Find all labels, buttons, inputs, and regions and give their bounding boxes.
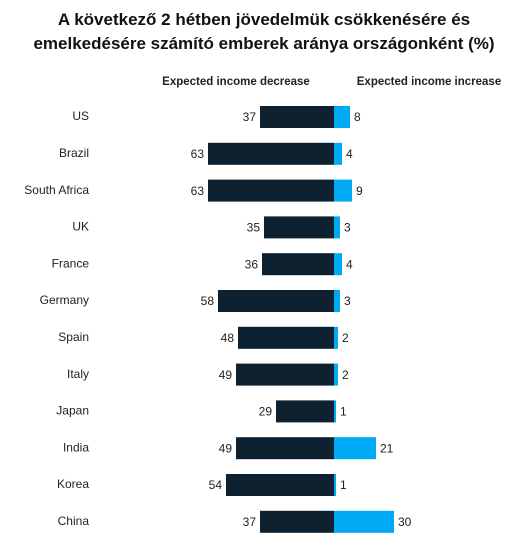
- category-label: Korea: [57, 477, 89, 491]
- bar: [226, 474, 334, 496]
- category-label: Germany: [40, 293, 89, 307]
- value-label: 54: [209, 478, 223, 492]
- bar: [260, 510, 334, 533]
- value-label: 3: [344, 294, 351, 308]
- bar: [334, 216, 340, 239]
- value-label: 1: [340, 478, 347, 492]
- category-label: US: [72, 109, 89, 123]
- bar: [276, 400, 334, 423]
- value-label: 4: [346, 257, 353, 271]
- value-label: 29: [259, 405, 273, 419]
- bar: [334, 179, 352, 202]
- value-label: 1: [340, 405, 347, 419]
- bar: [334, 290, 340, 312]
- value-label: 35: [247, 221, 261, 235]
- value-label: 21: [380, 441, 394, 455]
- category-label: Brazil: [59, 146, 89, 160]
- bar: [334, 106, 350, 128]
- bar: [238, 326, 334, 349]
- value-label: 48: [221, 331, 235, 345]
- category-label: India: [63, 440, 89, 454]
- bar: [334, 400, 336, 423]
- bar: [236, 363, 334, 386]
- category-label: South Africa: [24, 183, 89, 197]
- category-label: UK: [72, 220, 89, 234]
- value-label: 30: [398, 515, 412, 529]
- bar: [218, 290, 334, 312]
- category-label: China: [58, 514, 90, 528]
- bar: [334, 474, 336, 496]
- category-label: Italy: [67, 367, 89, 381]
- bar: [264, 216, 334, 239]
- bar: [262, 253, 334, 276]
- value-label: 2: [342, 368, 349, 382]
- value-label: 49: [219, 441, 233, 455]
- column-header: Expected income increase: [357, 76, 501, 88]
- value-label: 37: [243, 110, 257, 124]
- bar: [260, 106, 334, 128]
- value-label: 2: [342, 331, 349, 345]
- chart-title: A következő 2 hétben jövedelmük csökkené…: [33, 10, 495, 53]
- bar: [334, 253, 342, 276]
- bar: [334, 437, 376, 460]
- column-header: Expected income decrease: [162, 76, 310, 88]
- bar: [334, 363, 338, 386]
- category-label: Japan: [56, 404, 89, 418]
- value-label: 3: [344, 221, 351, 235]
- category-label: Spain: [58, 330, 89, 344]
- value-label: 37: [243, 515, 257, 529]
- value-label: 8: [354, 110, 361, 124]
- bar: [208, 179, 334, 202]
- bar: [334, 142, 342, 165]
- value-label: 63: [191, 184, 205, 198]
- value-label: 9: [356, 184, 363, 198]
- value-label: 4: [346, 147, 353, 161]
- value-label: 63: [191, 147, 205, 161]
- value-label: 58: [201, 294, 215, 308]
- bar: [208, 142, 334, 165]
- value-label: 49: [219, 368, 233, 382]
- category-label: France: [52, 256, 90, 270]
- bar: [334, 326, 338, 349]
- bar: [334, 510, 394, 533]
- bar: [236, 437, 334, 460]
- value-label: 36: [245, 257, 259, 271]
